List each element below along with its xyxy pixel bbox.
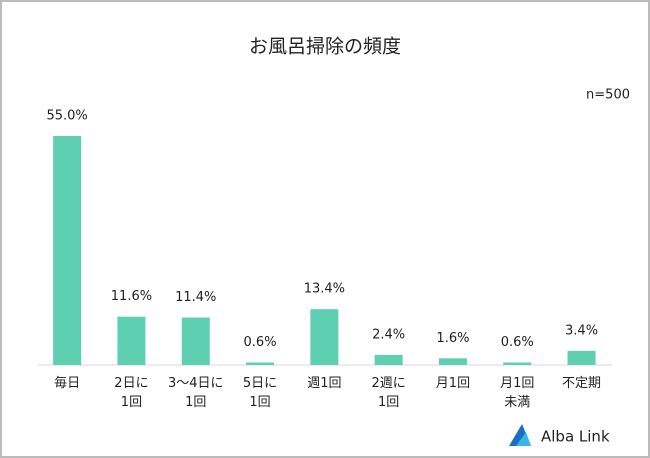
x-tick-label: 3～4日に 1回 bbox=[167, 376, 224, 410]
x-tick-label: 5日に 1回 bbox=[242, 376, 278, 410]
bar bbox=[567, 350, 596, 365]
value-label: 55.0% bbox=[46, 109, 87, 124]
logo-text: Alba Link bbox=[541, 428, 610, 446]
bar bbox=[503, 362, 532, 365]
value-label: 2.4% bbox=[372, 328, 405, 343]
bar bbox=[117, 316, 146, 365]
bar bbox=[181, 317, 210, 365]
bar bbox=[438, 358, 467, 365]
x-tick-label: 月1回 未満 bbox=[500, 376, 535, 410]
bar bbox=[53, 136, 82, 365]
bar bbox=[246, 362, 275, 365]
note: n=500 bbox=[586, 88, 630, 103]
value-label: 11.6% bbox=[111, 289, 152, 304]
x-tick-label: 毎日 bbox=[54, 376, 81, 391]
value-label: 11.4% bbox=[175, 290, 216, 305]
x-tick-label: 2日に 1回 bbox=[114, 376, 149, 410]
bar bbox=[310, 309, 339, 365]
value-label: 0.6% bbox=[244, 335, 277, 350]
x-tick-label: 2週に 1回 bbox=[371, 376, 406, 410]
x-tick-label: 月1回 bbox=[435, 376, 471, 391]
value-label: 1.6% bbox=[436, 331, 469, 346]
value-label: 3.4% bbox=[565, 323, 598, 338]
value-label: 0.6% bbox=[501, 335, 534, 350]
chart-title: お風呂掃除の頻度 bbox=[249, 36, 401, 58]
logo-icon bbox=[516, 432, 531, 446]
bar bbox=[374, 355, 403, 365]
value-label: 13.4% bbox=[304, 282, 345, 297]
x-tick-label: 不定期 bbox=[562, 376, 602, 391]
x-tick-label: 週1回 bbox=[307, 376, 342, 391]
